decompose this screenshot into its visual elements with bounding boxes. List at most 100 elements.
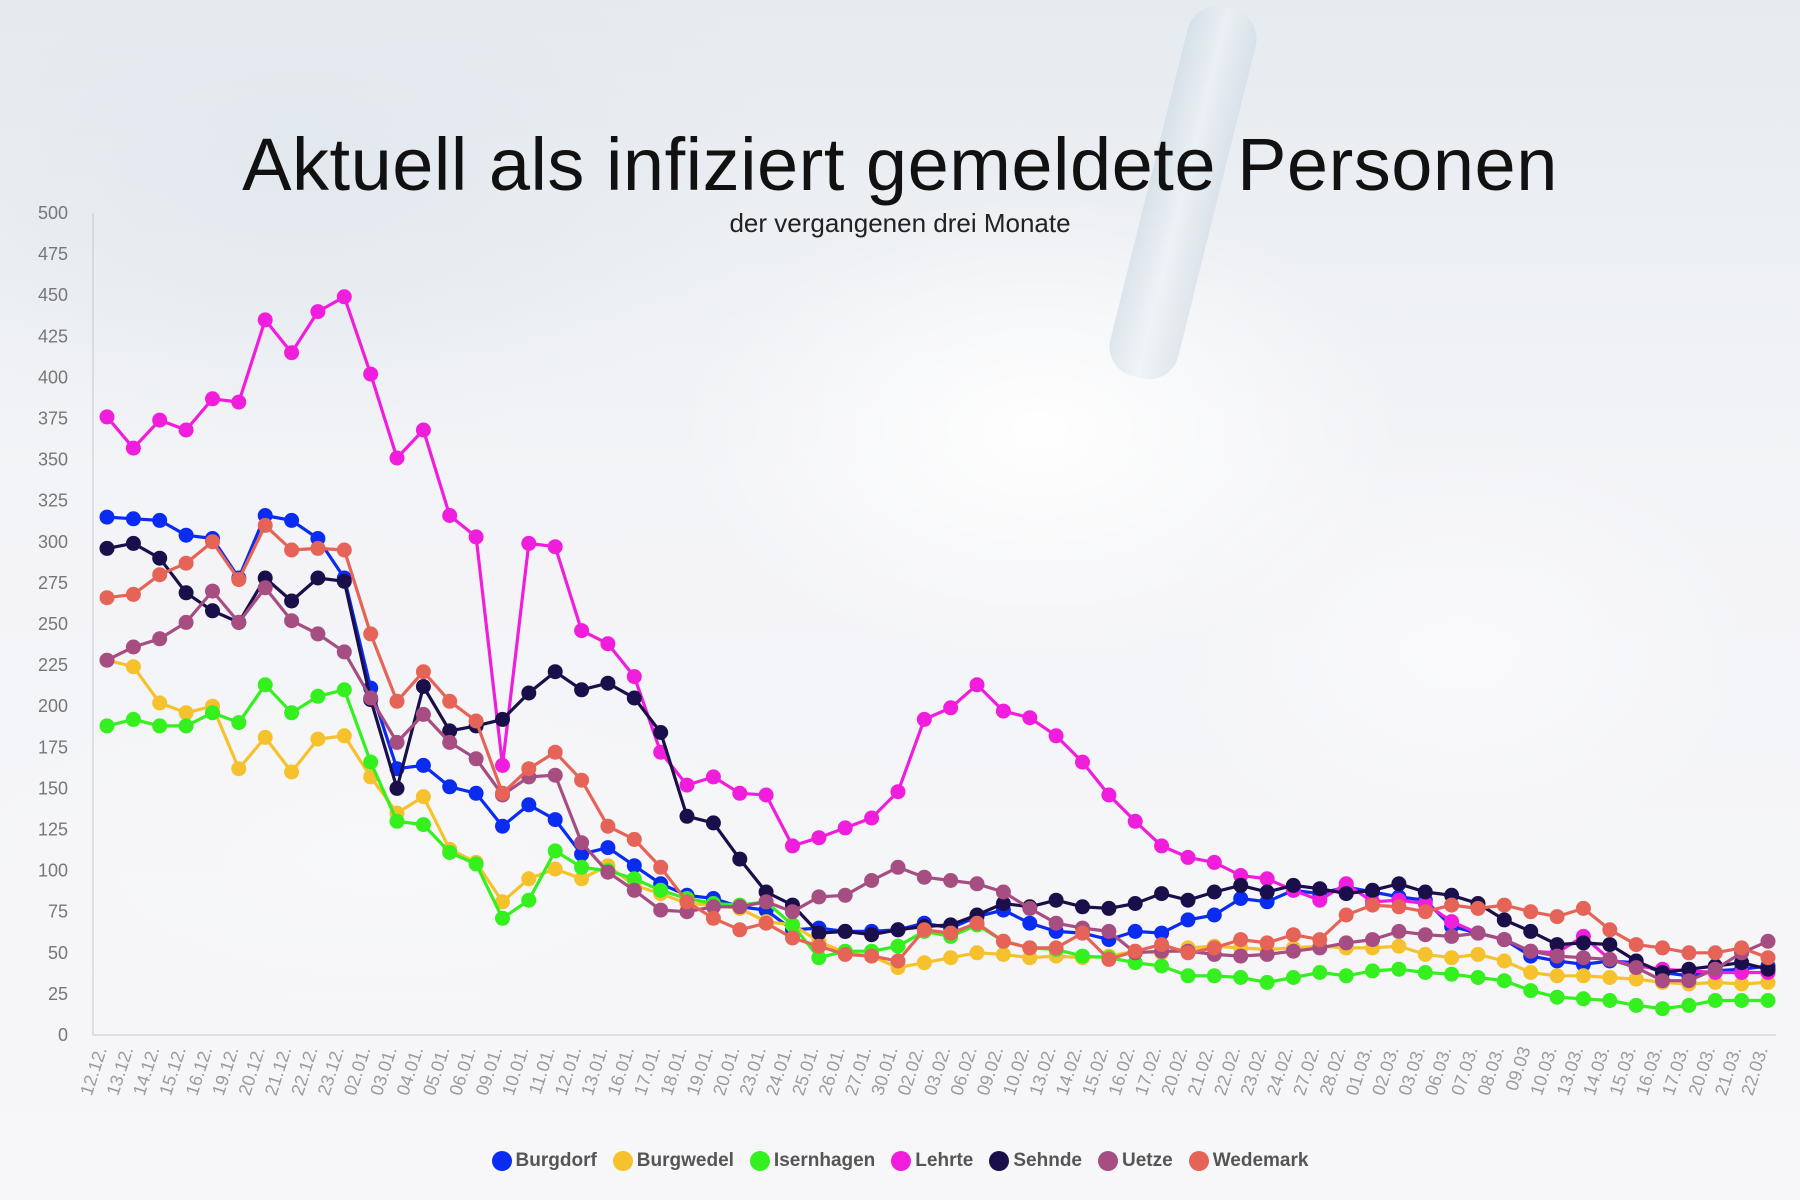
y-tick-label: 375 xyxy=(38,409,68,429)
data-point xyxy=(152,567,168,583)
data-point xyxy=(521,871,537,887)
data-point xyxy=(178,614,194,630)
data-point xyxy=(205,705,220,721)
data-point xyxy=(205,583,220,599)
data-point xyxy=(231,715,247,731)
data-point xyxy=(1154,925,1170,941)
data-point xyxy=(916,869,932,885)
legend-swatch xyxy=(1098,1151,1118,1171)
data-point xyxy=(890,922,906,938)
data-point xyxy=(468,713,484,729)
data-point xyxy=(284,542,300,558)
data-point xyxy=(1180,968,1196,984)
data-point xyxy=(1734,940,1750,956)
data-point xyxy=(626,831,642,847)
data-point xyxy=(1523,943,1539,959)
data-point xyxy=(1338,935,1354,951)
data-point xyxy=(1417,904,1433,920)
data-point xyxy=(1602,937,1618,953)
data-point xyxy=(811,925,827,941)
series-isernhagen xyxy=(99,677,1776,1017)
data-point xyxy=(1127,813,1143,829)
data-point xyxy=(152,512,168,528)
data-point xyxy=(574,859,590,875)
data-point xyxy=(1575,991,1591,1007)
data-point xyxy=(1075,948,1090,964)
data-point xyxy=(1312,965,1328,980)
data-point xyxy=(231,614,247,630)
chart-subtitle: der vergangenen drei Monate xyxy=(729,208,1071,238)
data-point xyxy=(1022,900,1038,916)
data-point xyxy=(1681,961,1697,977)
data-point xyxy=(547,664,563,680)
data-point xyxy=(1285,943,1301,959)
data-point xyxy=(1681,973,1697,989)
data-point xyxy=(310,688,326,704)
data-point xyxy=(178,555,194,571)
y-tick-label: 400 xyxy=(38,367,68,387)
data-point xyxy=(1655,973,1670,989)
data-point xyxy=(1180,892,1196,908)
data-point xyxy=(310,540,326,556)
y-tick-label: 150 xyxy=(38,778,68,798)
data-point xyxy=(284,764,300,780)
data-point xyxy=(99,718,115,734)
data-point xyxy=(178,585,194,601)
data-point xyxy=(1391,961,1407,977)
data-point xyxy=(336,682,352,698)
legend-label: Burgdorf xyxy=(515,1150,597,1171)
data-point xyxy=(415,664,431,680)
data-point xyxy=(1101,951,1117,967)
data-point xyxy=(336,644,352,660)
data-point xyxy=(1417,965,1433,980)
data-point xyxy=(1391,899,1407,915)
data-point xyxy=(1549,948,1565,964)
series-line xyxy=(105,523,1770,963)
data-point xyxy=(1523,983,1539,999)
data-point xyxy=(1365,963,1380,979)
data-point xyxy=(705,769,721,785)
data-point xyxy=(468,751,484,767)
data-point xyxy=(152,718,168,734)
data-point xyxy=(495,785,510,801)
data-point xyxy=(468,529,484,545)
legend-label: Lehrte xyxy=(915,1150,974,1171)
data-point xyxy=(442,734,458,750)
data-point xyxy=(336,289,352,305)
data-point xyxy=(943,873,959,888)
data-point xyxy=(415,817,431,833)
data-point xyxy=(1602,922,1618,938)
data-point xyxy=(1101,787,1117,803)
data-point xyxy=(1127,896,1143,911)
data-point xyxy=(1417,927,1433,943)
data-point xyxy=(99,540,115,556)
data-point xyxy=(864,810,880,826)
data-point xyxy=(653,902,669,918)
data-point xyxy=(257,580,273,596)
data-point xyxy=(152,695,168,711)
data-point xyxy=(99,409,115,425)
data-point xyxy=(99,590,115,606)
data-point xyxy=(1391,923,1407,939)
data-point xyxy=(521,685,537,701)
data-point xyxy=(442,693,458,709)
data-point xyxy=(1312,892,1328,908)
data-point xyxy=(1496,912,1512,928)
y-tick-label: 200 xyxy=(38,696,68,716)
data-point xyxy=(1154,838,1170,854)
data-point xyxy=(705,815,721,831)
data-point xyxy=(363,626,379,642)
data-point xyxy=(442,723,458,739)
data-point xyxy=(837,820,853,836)
legend-item-lehrte: Lehrte xyxy=(891,1150,973,1172)
legend-swatch xyxy=(749,1151,770,1171)
data-point xyxy=(1628,937,1644,953)
data-point xyxy=(284,593,300,609)
data-point xyxy=(1338,907,1354,923)
data-point xyxy=(415,422,431,438)
data-point xyxy=(415,679,431,694)
data-point xyxy=(969,915,985,931)
legend-item-sehnde: Sehnde xyxy=(989,1150,1082,1172)
data-point xyxy=(1206,968,1222,984)
data-point xyxy=(1496,973,1512,989)
